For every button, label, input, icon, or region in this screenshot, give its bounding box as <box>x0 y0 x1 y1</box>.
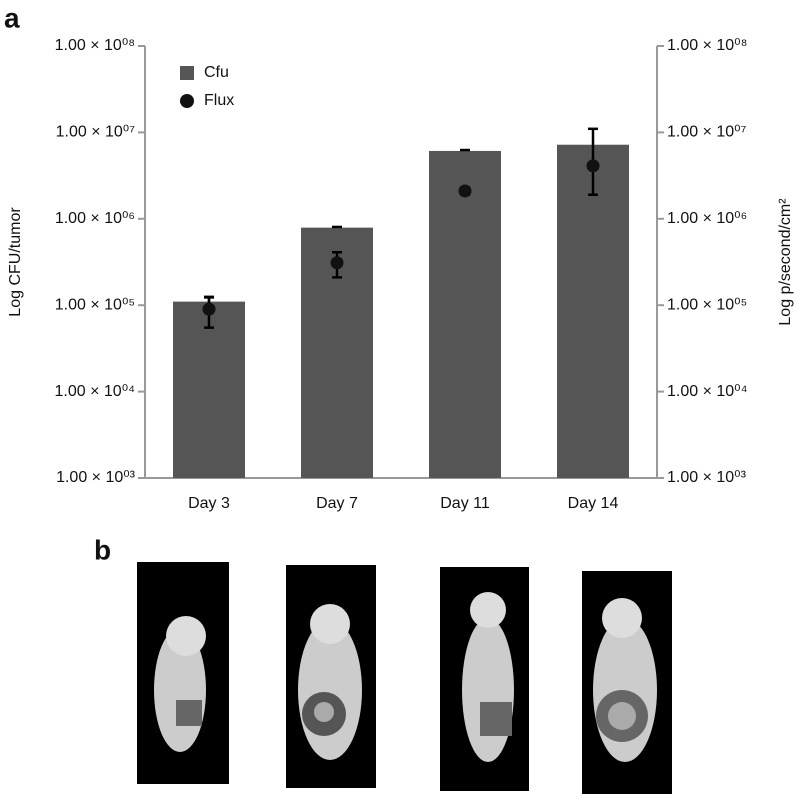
y-axis-title: Log CFU/tumor <box>7 207 24 317</box>
point <box>202 302 216 316</box>
y2-tick-label: 1.00 × 10⁰⁶ <box>667 210 747 227</box>
bar <box>173 301 245 478</box>
y2-tick-label: 1.00 × 10⁰³ <box>667 469 747 486</box>
y2-tick-label: 1.00 × 10⁰⁴ <box>667 383 748 400</box>
panel-label: a <box>4 2 20 33</box>
legend-label: Cfu <box>204 64 229 81</box>
mouse-images <box>137 562 672 794</box>
mouse-image <box>440 567 529 791</box>
y-tick-label: 1.00 × 10⁰³ <box>56 469 136 486</box>
y2-axis-title: Log p/second/cm² <box>777 198 794 326</box>
point <box>330 256 344 270</box>
y2-tick-label: 1.00 × 10⁰⁷ <box>667 124 747 141</box>
y-tick-label: 1.00 × 10⁰⁵ <box>55 296 135 313</box>
x-tick-label: Day 14 <box>568 495 619 512</box>
x-tick-label: Day 11 <box>440 495 490 512</box>
legend-swatch <box>180 66 194 80</box>
mouse-image <box>137 562 229 784</box>
legend-swatch <box>180 94 194 108</box>
y2-tick-label: 1.00 × 10⁰⁸ <box>667 37 747 54</box>
legend-label: Flux <box>204 92 234 109</box>
y-tick-label: 1.00 × 10⁰⁶ <box>55 210 135 227</box>
point <box>586 159 600 173</box>
x-tick-label: Day 3 <box>188 495 230 512</box>
mouse-image <box>286 565 376 788</box>
y-tick-label: 1.00 × 10⁰⁸ <box>55 37 135 54</box>
mouse-image <box>582 571 672 794</box>
x-tick-label: Day 7 <box>316 495 358 512</box>
y-tick-label: 1.00 × 10⁰⁷ <box>56 124 136 141</box>
bar <box>557 144 629 478</box>
bar <box>429 150 501 478</box>
panel-label: b <box>94 534 111 565</box>
point <box>458 184 472 198</box>
y2-tick-label: 1.00 × 10⁰⁵ <box>667 296 747 313</box>
y-tick-label: 1.00 × 10⁰⁴ <box>55 383 136 400</box>
